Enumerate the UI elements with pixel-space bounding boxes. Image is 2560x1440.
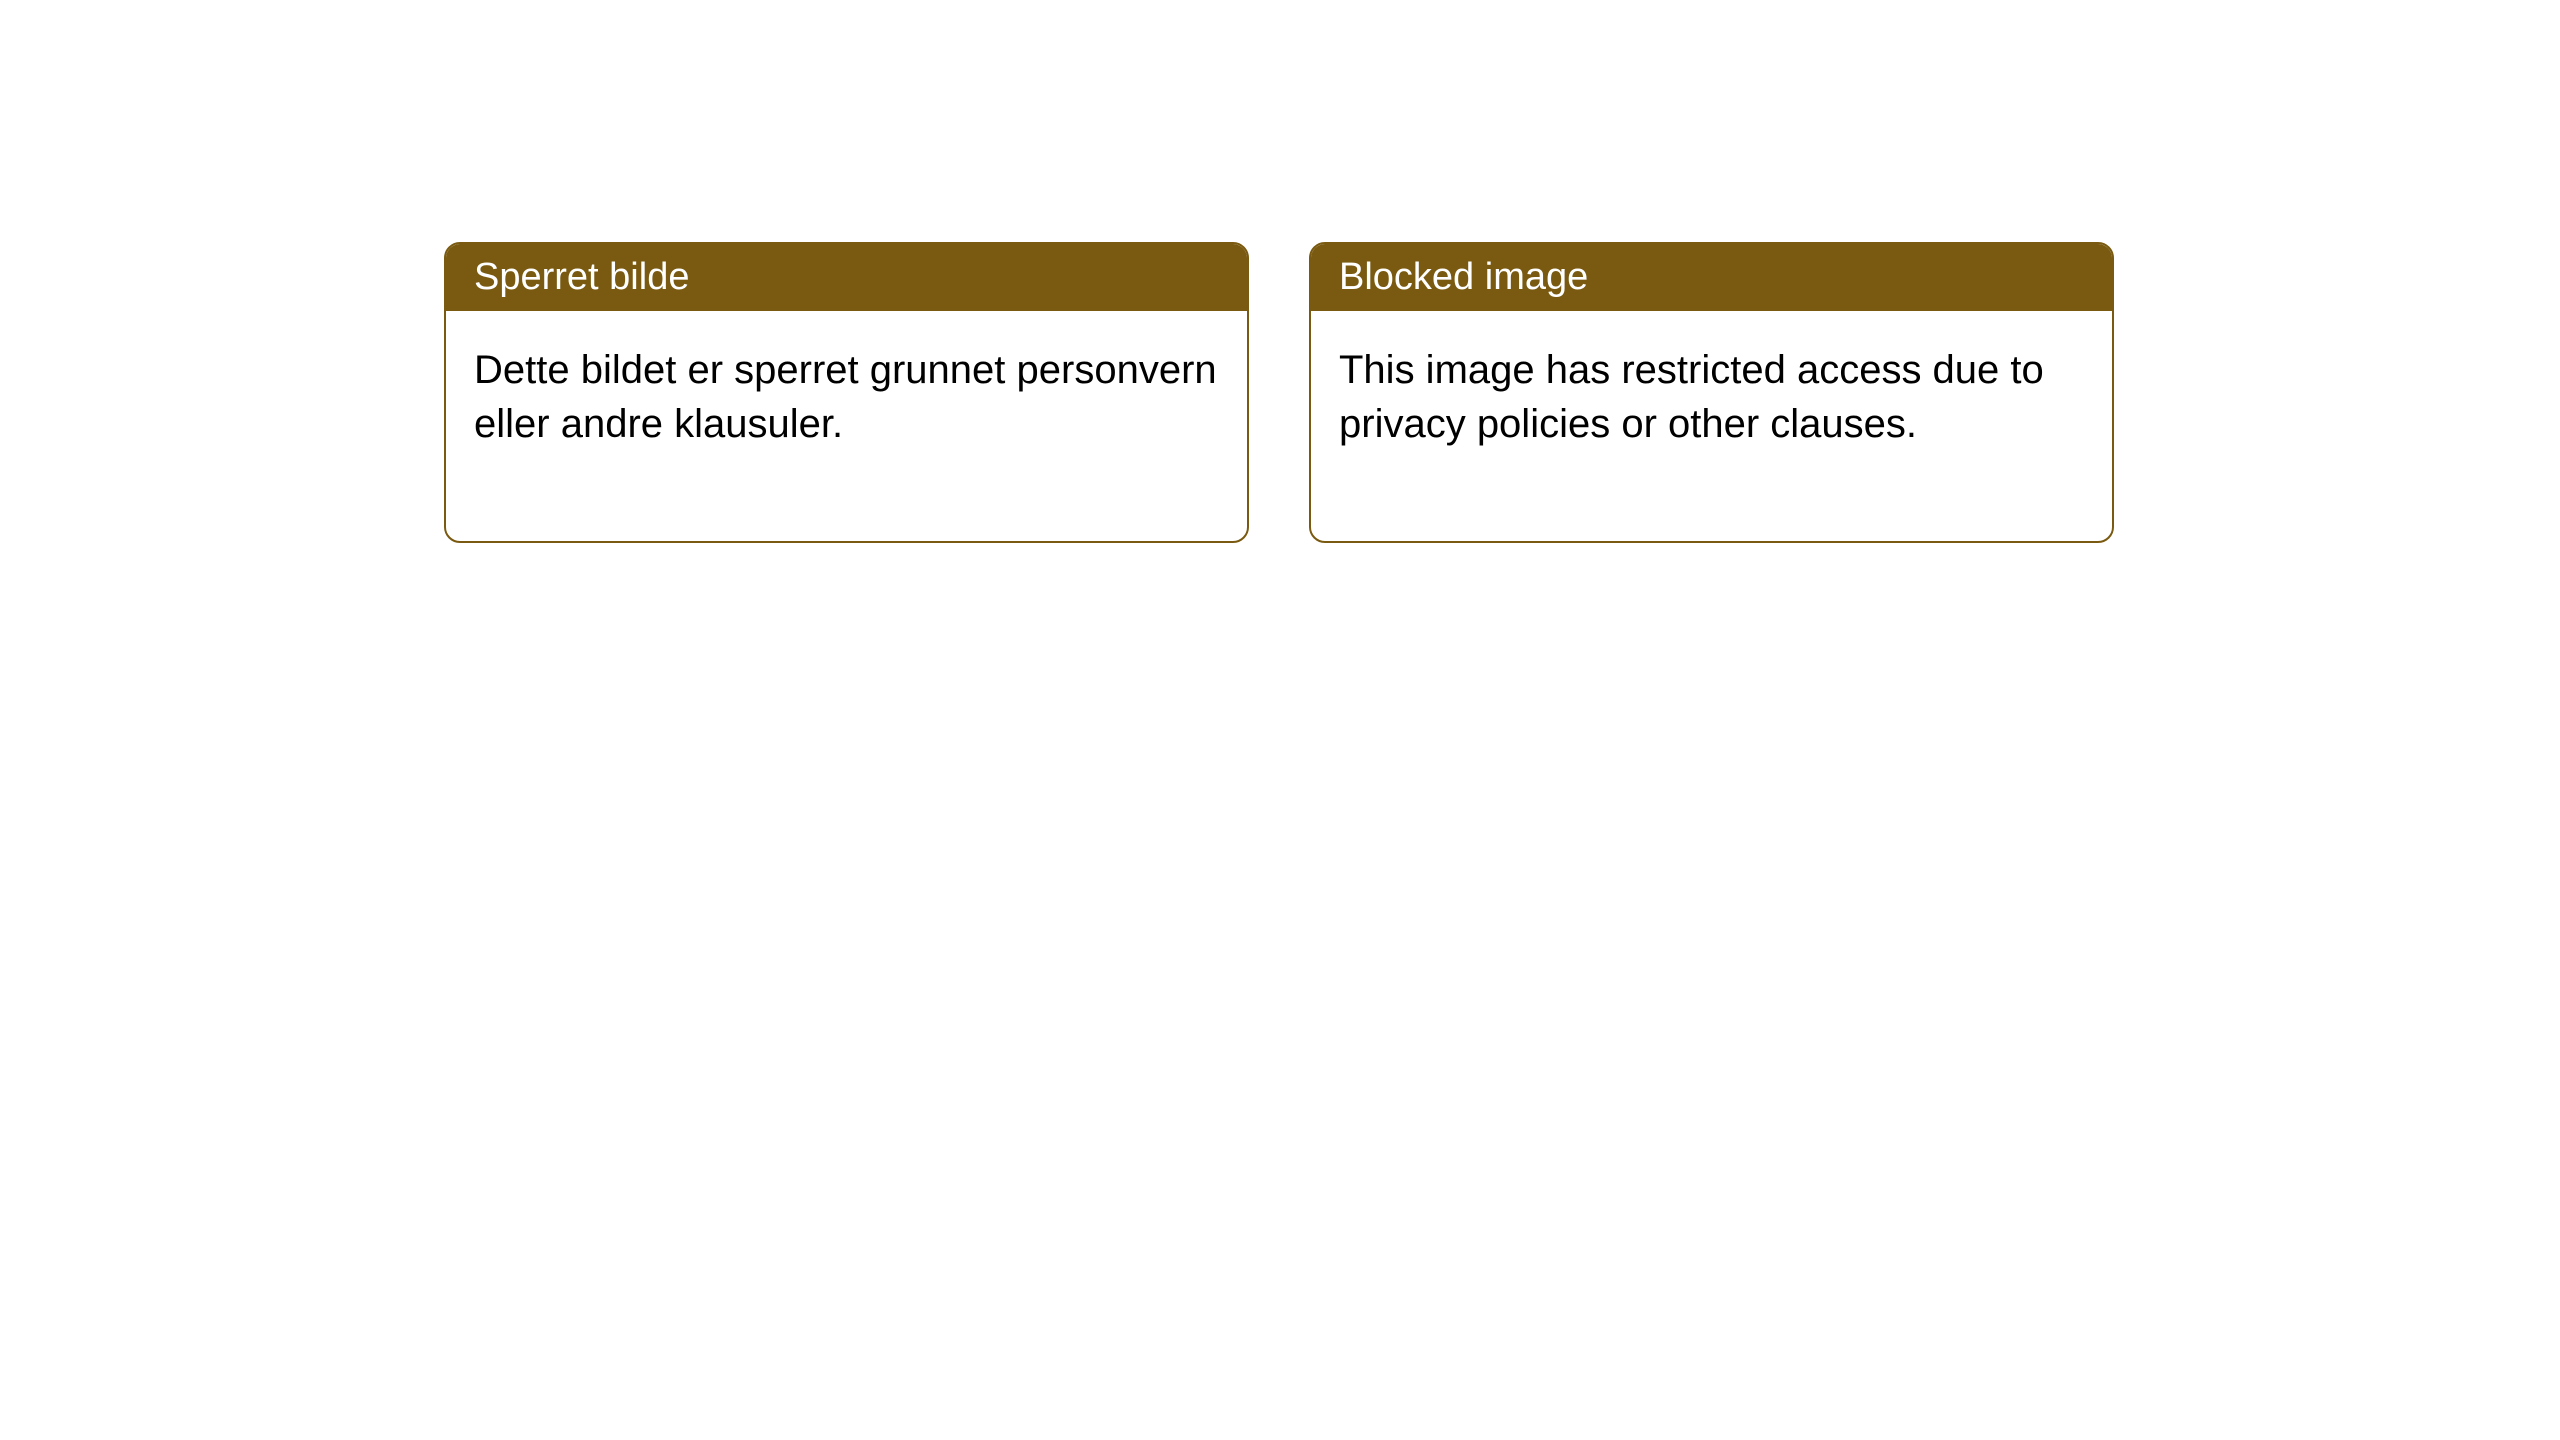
card-header: Sperret bilde bbox=[446, 244, 1247, 311]
notice-container: Sperret bilde Dette bildet er sperret gr… bbox=[444, 242, 2114, 543]
notice-card-english: Blocked image This image has restricted … bbox=[1309, 242, 2114, 543]
card-header: Blocked image bbox=[1311, 244, 2112, 311]
card-body: This image has restricted access due to … bbox=[1311, 311, 2112, 541]
card-body: Dette bildet er sperret grunnet personve… bbox=[446, 311, 1247, 541]
notice-card-norwegian: Sperret bilde Dette bildet er sperret gr… bbox=[444, 242, 1249, 543]
